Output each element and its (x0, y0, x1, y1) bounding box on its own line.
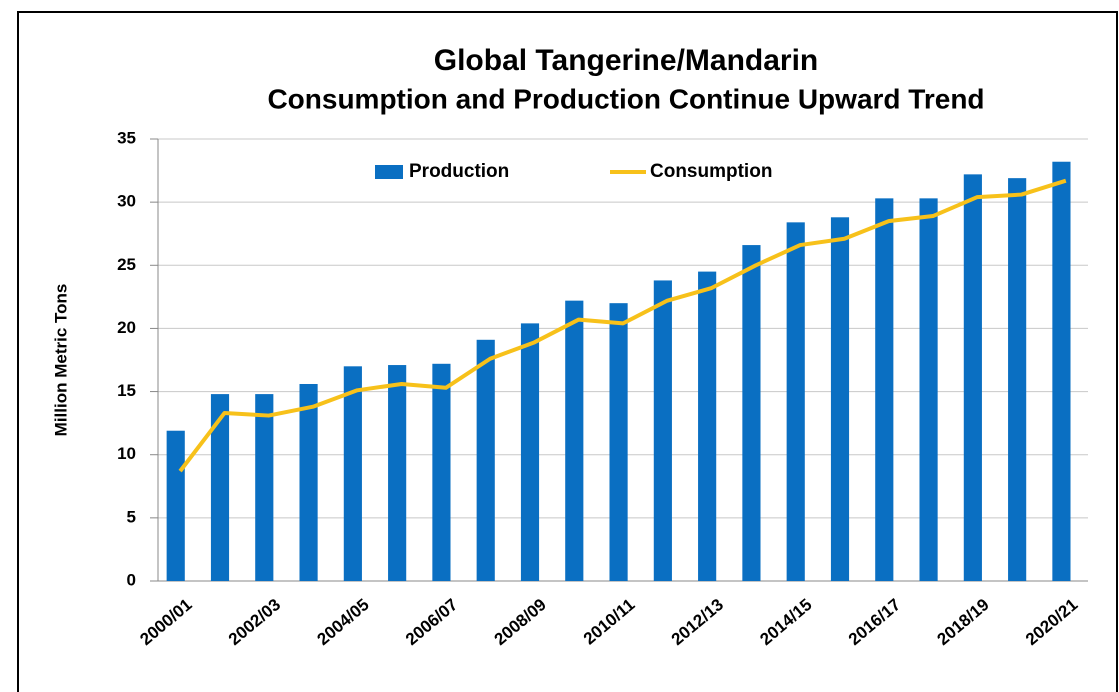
y-tick-label: 10 (117, 444, 136, 463)
bar (653, 280, 672, 581)
bar (830, 217, 850, 581)
x-tick-label: 2016/17 (845, 595, 904, 649)
bar (609, 303, 628, 581)
x-tick-label: 2000/01 (136, 595, 195, 649)
bar (255, 394, 274, 581)
bar (1052, 161, 1071, 581)
chart-title: Consumption and Production Continue Upwa… (267, 83, 984, 114)
bar (343, 366, 362, 581)
bar (919, 198, 938, 581)
x-tick-label: 2008/09 (491, 595, 550, 649)
bar (210, 394, 230, 581)
x-tick-label: 2006/07 (402, 595, 461, 649)
bar (166, 430, 185, 581)
x-tick-label: 2004/05 (313, 595, 372, 649)
x-tick-label: 2014/15 (756, 595, 815, 649)
bar (1008, 178, 1027, 582)
x-tick-label: 2018/19 (933, 595, 992, 649)
bar (786, 222, 805, 581)
bar (432, 363, 451, 581)
legend-swatch (375, 165, 403, 179)
y-axis-label: Million Metric Tons (51, 284, 70, 437)
bar (565, 300, 584, 581)
x-tick-label: 2012/13 (668, 595, 727, 649)
chart-title: Global Tangerine/Mandarin (434, 44, 819, 77)
y-tick-label: 0 (127, 570, 136, 589)
bar (388, 365, 407, 581)
y-tick-label: 20 (117, 318, 136, 337)
legend-label: Consumption (650, 161, 772, 182)
x-tick-label: 2010/11 (580, 595, 639, 648)
bar (963, 174, 982, 582)
x-tick-label: 2002/03 (225, 595, 284, 649)
y-tick-label: 15 (117, 381, 136, 400)
bar (299, 383, 318, 581)
bar (520, 323, 540, 581)
y-tick-label: 30 (117, 192, 136, 211)
x-tick-label: 2020/21 (1022, 595, 1081, 649)
line (178, 178, 1067, 473)
legend-label: Production (409, 161, 509, 182)
bar (742, 245, 761, 581)
bar (698, 271, 717, 581)
bar (476, 339, 495, 581)
frame (17, 11, 1118, 692)
y-tick-label: 25 (117, 255, 136, 274)
y-tick-label: 5 (127, 507, 136, 526)
y-tick-label: 35 (117, 128, 136, 147)
bar (875, 198, 894, 581)
